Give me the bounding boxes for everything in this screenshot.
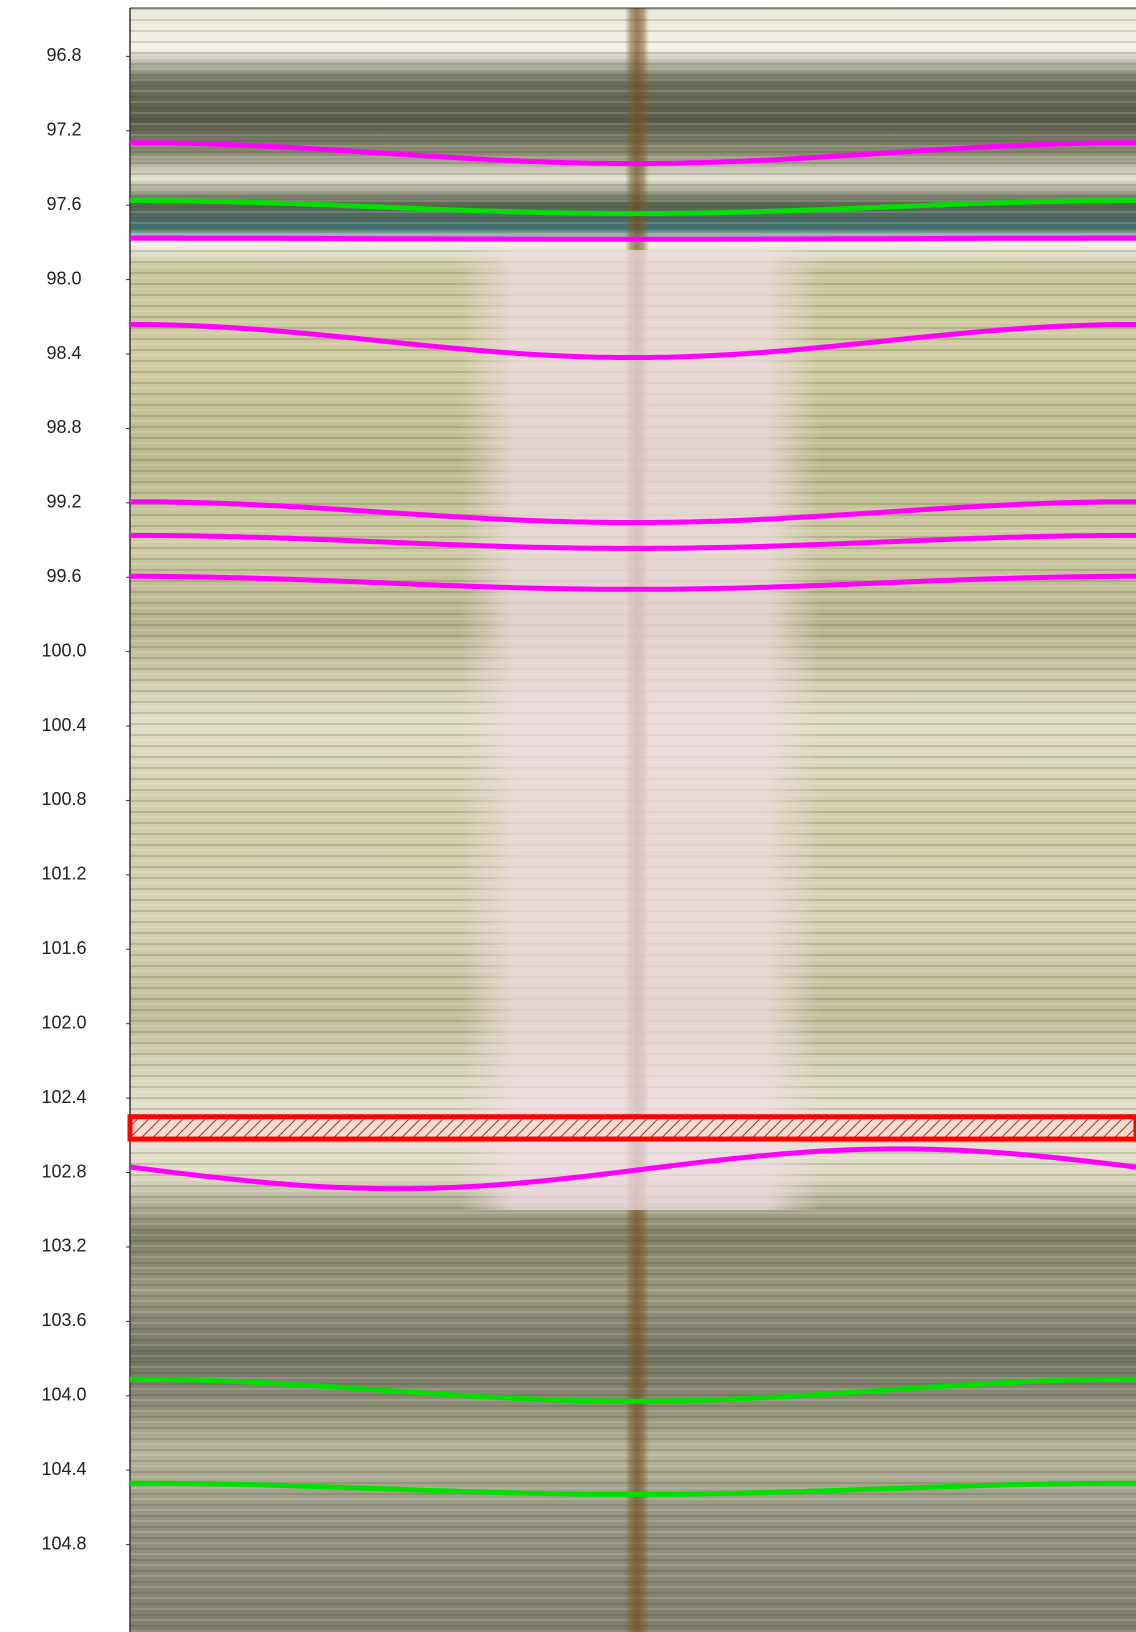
y-tick-label: 97.2 xyxy=(46,120,81,140)
sinusoid xyxy=(130,535,1136,548)
sinusoid xyxy=(130,201,1136,214)
y-tick-label: 98.4 xyxy=(46,343,81,363)
y-tick-label: 100.8 xyxy=(41,789,86,809)
y-tick-label: 103.2 xyxy=(41,1236,86,1256)
y-tick-label: 100.0 xyxy=(41,640,86,660)
y-tick-label: 97.6 xyxy=(46,194,81,214)
sinusoid xyxy=(130,1483,1136,1494)
y-tick-label: 104.0 xyxy=(41,1384,86,1404)
sinusoid xyxy=(130,1379,1136,1401)
y-tick-label: 101.6 xyxy=(41,938,86,958)
bed xyxy=(130,1117,1136,1139)
y-tick-label: 98.0 xyxy=(46,268,81,288)
y-tick-label: 104.8 xyxy=(41,1533,86,1553)
sinusoid xyxy=(130,238,1136,239)
sinusoid xyxy=(130,502,1136,523)
sinusoid xyxy=(130,143,1136,164)
y-tick-label: 100.4 xyxy=(41,715,86,735)
log-view: 96.8 97.2 97.6 98.0 98.4 98.8 99.2 99.6 100.0 100… xyxy=(0,0,1136,1632)
chart: 96.8 97.2 97.6 98.0 98.4 98.8 99.2 99.6 100.0 100… xyxy=(0,0,1136,1632)
sinusoid xyxy=(130,576,1136,589)
y-tick-label: 96.8 xyxy=(46,45,81,65)
y-tick-label: 104.4 xyxy=(41,1459,86,1479)
y-tick-label: 101.2 xyxy=(41,864,86,884)
y-tick-label: 103.6 xyxy=(41,1310,86,1330)
y-tick-label: 99.6 xyxy=(46,566,81,586)
y-tick-label: 102.4 xyxy=(41,1087,86,1107)
sinusoid xyxy=(130,324,1136,357)
y-tick-label: 102.0 xyxy=(41,1012,86,1032)
y-tick-label: 102.8 xyxy=(41,1161,86,1181)
y-tick-label: 99.2 xyxy=(46,492,81,512)
sinusoid xyxy=(130,1149,1136,1189)
y-tick-label: 98.8 xyxy=(46,417,81,437)
